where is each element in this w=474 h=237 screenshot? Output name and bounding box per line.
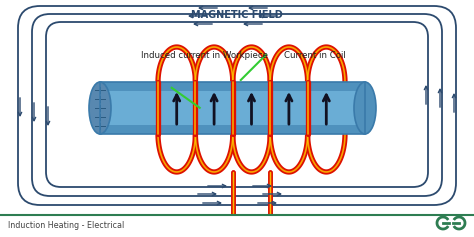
Text: Induction Heating - Electrical: Induction Heating - Electrical	[8, 222, 124, 231]
Bar	[100, 82, 365, 134]
Ellipse shape	[89, 82, 111, 134]
Bar	[100, 82, 365, 91]
Bar	[100, 125, 365, 134]
Ellipse shape	[354, 82, 376, 134]
Text: Current in Coil: Current in Coil	[284, 50, 346, 59]
Text: MAGNETIC FIELD: MAGNETIC FIELD	[191, 10, 283, 20]
Bar	[0, 215, 474, 237]
Bar	[100, 82, 365, 134]
Text: Induced current in Workpiece: Induced current in Workpiece	[142, 50, 268, 59]
